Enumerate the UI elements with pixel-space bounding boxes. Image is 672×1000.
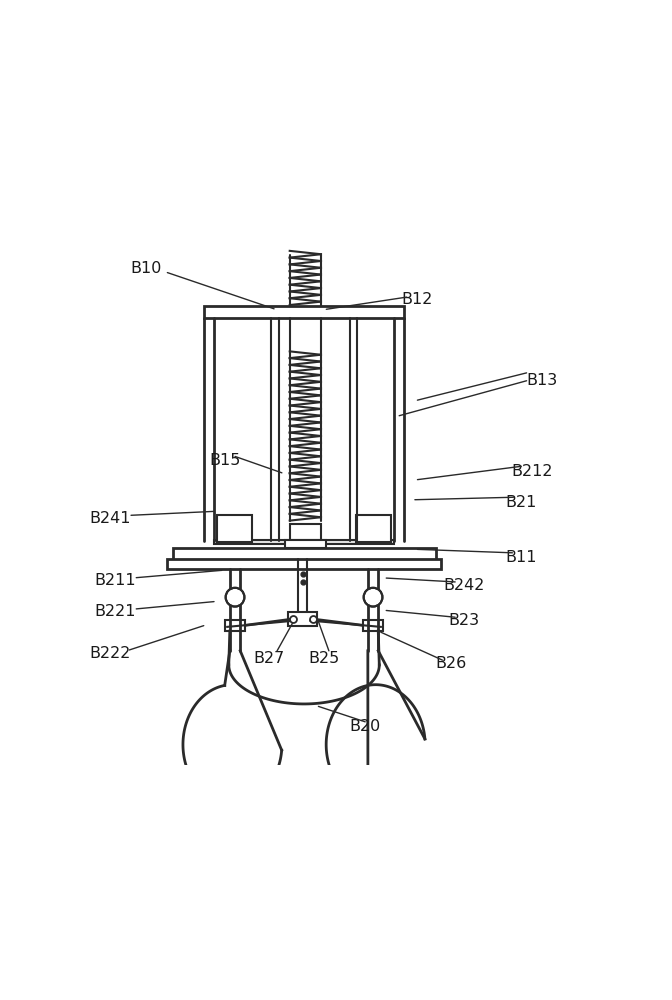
Circle shape xyxy=(226,588,245,607)
Bar xyxy=(290,524,321,540)
Text: B13: B13 xyxy=(527,373,558,388)
Text: B212: B212 xyxy=(511,464,552,479)
Bar xyxy=(204,306,405,318)
Bar xyxy=(167,559,441,569)
Text: B23: B23 xyxy=(449,613,480,628)
Bar xyxy=(217,515,252,542)
Bar xyxy=(288,612,317,626)
Bar xyxy=(284,540,326,548)
Text: B11: B11 xyxy=(506,550,537,565)
Bar xyxy=(356,515,391,542)
Text: B241: B241 xyxy=(89,511,131,526)
Text: B21: B21 xyxy=(506,495,537,510)
Text: B10: B10 xyxy=(131,261,162,276)
Text: B211: B211 xyxy=(95,573,136,588)
Text: B12: B12 xyxy=(402,292,433,307)
Text: B26: B26 xyxy=(435,656,467,671)
Circle shape xyxy=(364,588,382,607)
Bar xyxy=(224,620,245,631)
Bar xyxy=(363,620,384,631)
Text: B20: B20 xyxy=(349,719,381,734)
Text: B242: B242 xyxy=(444,578,485,593)
Text: B15: B15 xyxy=(209,453,241,468)
Text: B222: B222 xyxy=(89,646,131,661)
Bar xyxy=(214,540,394,544)
Text: B25: B25 xyxy=(308,651,339,666)
Bar xyxy=(173,548,435,560)
Text: B27: B27 xyxy=(253,651,284,666)
Text: B221: B221 xyxy=(95,604,136,619)
